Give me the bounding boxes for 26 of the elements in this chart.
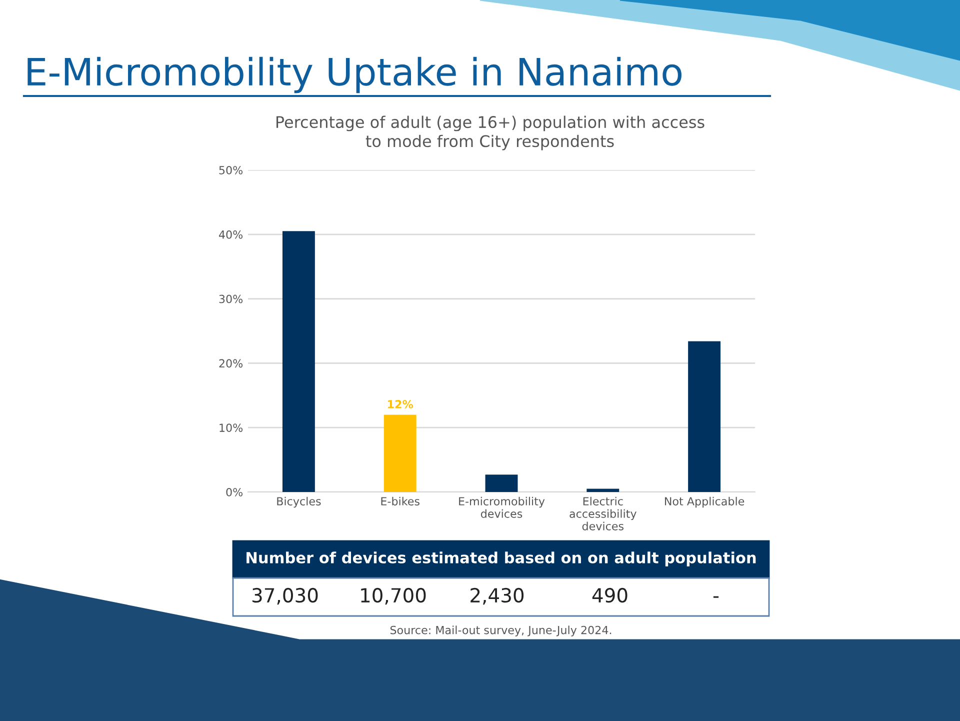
bar <box>384 414 416 492</box>
x-tick-label: E-micromobility devices <box>459 496 545 518</box>
x-tick-label: Bicycles <box>277 496 321 508</box>
x-tick-label: E-bikes <box>381 496 420 506</box>
bar <box>485 474 518 492</box>
x-tick-label: Not Applicable <box>665 496 744 508</box>
bar <box>586 488 620 492</box>
x-tick-label: Electric accessibility devices <box>570 496 636 530</box>
text: 37,030 <box>252 588 318 605</box>
bar <box>688 341 721 492</box>
chart-title: E-Micromobility Uptake in Nanaimo <box>28 56 682 94</box>
text: 2,430 <box>470 588 524 605</box>
text: Number of devices estimated based on on adult population <box>246 552 756 566</box>
y-tick-label: 50% <box>219 166 243 174</box>
data-label: 12% <box>388 400 414 408</box>
y-tick-label: 30% <box>219 294 243 304</box>
bar <box>282 231 315 492</box>
chart-subtitle: Percentage of adult (age 16+) population with access to mode from City respondents <box>276 116 704 150</box>
y-tick-label: 20% <box>219 359 243 368</box>
y-tick-label: 0% <box>226 488 243 496</box>
text: 10,700 <box>361 588 426 605</box>
text: - <box>713 596 719 598</box>
text: 490 <box>592 588 628 603</box>
y-tick-label: 40% <box>218 230 243 239</box>
y-tick-label: 10% <box>220 424 243 432</box>
source-note: Source: Mail-out survey, June-July 2024. <box>390 626 612 636</box>
